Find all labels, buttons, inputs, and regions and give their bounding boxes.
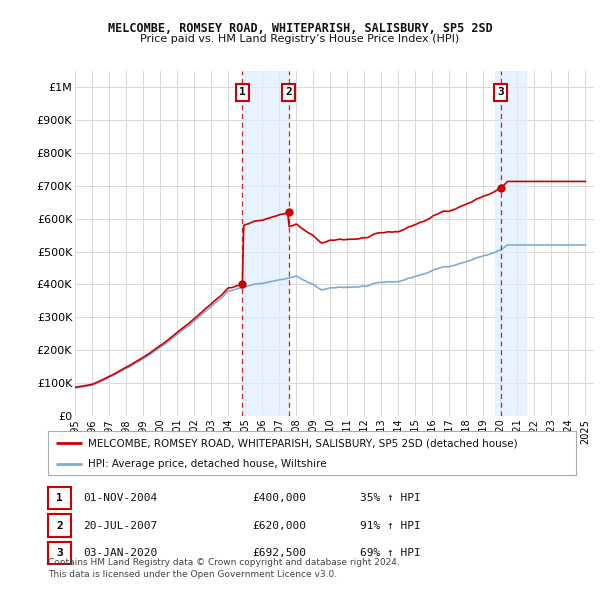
Text: 3: 3: [56, 548, 63, 558]
Text: 03-JAN-2020: 03-JAN-2020: [83, 548, 157, 558]
Text: £620,000: £620,000: [252, 521, 306, 530]
Text: 3: 3: [497, 87, 504, 97]
Text: 69% ↑ HPI: 69% ↑ HPI: [360, 548, 421, 558]
Text: Price paid vs. HM Land Registry’s House Price Index (HPI): Price paid vs. HM Land Registry’s House …: [140, 34, 460, 44]
Text: 2: 2: [285, 87, 292, 97]
Text: £692,500: £692,500: [252, 548, 306, 558]
Text: 91% ↑ HPI: 91% ↑ HPI: [360, 521, 421, 530]
Bar: [242, 71, 289, 416]
Text: 1: 1: [239, 87, 246, 97]
Text: MELCOMBE, ROMSEY ROAD, WHITEPARISH, SALISBURY, SP5 2SD (detached house): MELCOMBE, ROMSEY ROAD, WHITEPARISH, SALI…: [88, 438, 517, 448]
Text: Contains HM Land Registry data © Crown copyright and database right 2024.
This d: Contains HM Land Registry data © Crown c…: [48, 558, 400, 579]
Text: HPI: Average price, detached house, Wiltshire: HPI: Average price, detached house, Wilt…: [88, 459, 326, 469]
Text: 1: 1: [56, 493, 63, 503]
Text: 01-NOV-2004: 01-NOV-2004: [83, 493, 157, 503]
Text: £400,000: £400,000: [252, 493, 306, 503]
Bar: [496, 71, 526, 416]
Text: MELCOMBE, ROMSEY ROAD, WHITEPARISH, SALISBURY, SP5 2SD: MELCOMBE, ROMSEY ROAD, WHITEPARISH, SALI…: [107, 22, 493, 35]
Text: 20-JUL-2007: 20-JUL-2007: [83, 521, 157, 530]
Text: 2: 2: [56, 521, 63, 530]
Text: 35% ↑ HPI: 35% ↑ HPI: [360, 493, 421, 503]
